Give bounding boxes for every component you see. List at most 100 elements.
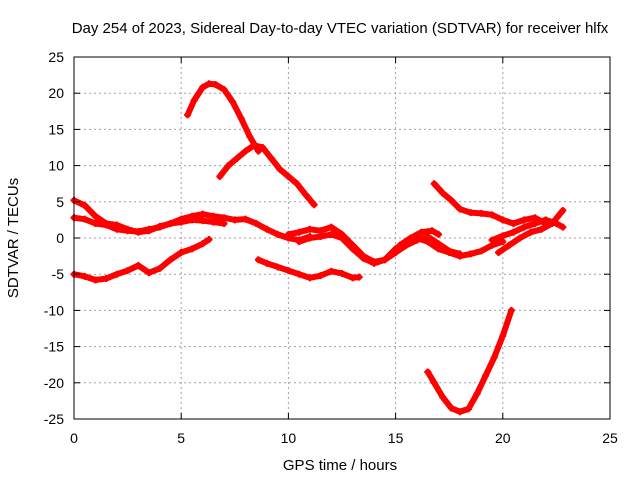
y-tick-label: -20 (44, 375, 64, 391)
series-track-10 (430, 180, 550, 228)
data-point (199, 217, 207, 225)
y-tick-label: -5 (52, 266, 65, 282)
data-point (499, 332, 507, 340)
data-point (417, 228, 425, 236)
x-tick-label: 25 (602, 430, 618, 446)
data-point (499, 216, 507, 224)
data-point (166, 220, 174, 228)
data-point (447, 404, 455, 412)
data-point (445, 247, 453, 255)
data-point (306, 234, 314, 242)
data-point (392, 248, 400, 256)
data-point (209, 218, 217, 226)
data-series (70, 80, 567, 416)
data-point (327, 230, 335, 238)
chart-title: Day 254 of 2023, Sidereal Day-to-day VTE… (72, 20, 609, 37)
data-point (434, 240, 442, 248)
series-track-2 (70, 214, 228, 235)
data-point (224, 162, 232, 170)
data-point (220, 220, 228, 228)
data-point (327, 267, 335, 275)
data-point (102, 275, 110, 283)
data-point (199, 240, 207, 248)
data-point (499, 232, 507, 240)
data-point (505, 241, 513, 249)
data-point (124, 227, 132, 235)
series-track-8 (295, 230, 464, 267)
data-point (510, 220, 518, 228)
data-point (349, 274, 357, 282)
data-point (439, 189, 447, 197)
data-point (267, 154, 275, 162)
data-point (482, 372, 490, 380)
data-point (295, 238, 303, 246)
data-point (276, 165, 284, 173)
data-point (81, 215, 89, 223)
y-tick-label: -10 (44, 302, 64, 318)
data-point (91, 212, 99, 220)
series-track-7 (284, 223, 507, 266)
data-point (467, 250, 475, 258)
series-line (184, 80, 262, 155)
y-tick-label: -15 (44, 339, 64, 355)
data-point (216, 172, 224, 180)
data-point (91, 220, 99, 228)
data-point (464, 405, 472, 413)
data-point (124, 267, 132, 275)
data-point (537, 225, 545, 233)
data-point (113, 225, 121, 233)
data-point (242, 215, 250, 223)
y-tick-label: 25 (48, 49, 64, 65)
axis-ticks: 0 5 10 15 20 25 -25 -20 -15 -10 -5 0 5 10 15 20 25 (44, 49, 618, 446)
series-track-13 (424, 306, 515, 416)
data-point (252, 220, 260, 228)
data-point (488, 211, 496, 219)
data-point (274, 230, 282, 238)
data-point (456, 250, 464, 258)
data-point (145, 269, 153, 277)
data-point (456, 408, 464, 416)
y-tick-label: -25 (44, 411, 64, 427)
data-point (434, 230, 442, 238)
data-point (447, 196, 455, 204)
series-track-12 (495, 206, 567, 256)
data-point (231, 216, 239, 224)
data-point (190, 96, 198, 104)
y-tick-label: 20 (48, 85, 64, 101)
data-point (212, 81, 220, 89)
data-point (310, 201, 318, 209)
data-point (559, 206, 567, 214)
data-point (439, 393, 447, 401)
data-point (559, 223, 567, 231)
data-point (317, 233, 325, 241)
y-tick-label: 10 (48, 158, 64, 174)
data-point (490, 353, 498, 361)
data-point (166, 256, 174, 264)
data-point (424, 368, 432, 376)
data-point (199, 83, 207, 91)
data-point (284, 172, 292, 180)
series-track-4 (184, 80, 262, 155)
data-point (91, 276, 99, 284)
x-tick-label: 20 (495, 430, 511, 446)
data-point (428, 227, 436, 235)
data-point (306, 274, 314, 282)
series-line (255, 256, 363, 281)
data-point (263, 259, 271, 267)
data-point (102, 221, 110, 229)
data-point (430, 379, 438, 387)
data-point (81, 201, 89, 209)
data-point (338, 269, 346, 277)
y-tick-label: 0 (56, 230, 64, 246)
x-axis-title: GPS time / hours (283, 457, 397, 474)
data-point (145, 225, 153, 233)
data-point (263, 225, 271, 233)
data-point (205, 235, 213, 243)
data-point (177, 248, 185, 256)
y-tick-label: 5 (56, 194, 64, 210)
data-point (327, 223, 335, 231)
data-point (407, 234, 415, 242)
data-point (381, 256, 389, 264)
series-track-3 (70, 235, 213, 284)
